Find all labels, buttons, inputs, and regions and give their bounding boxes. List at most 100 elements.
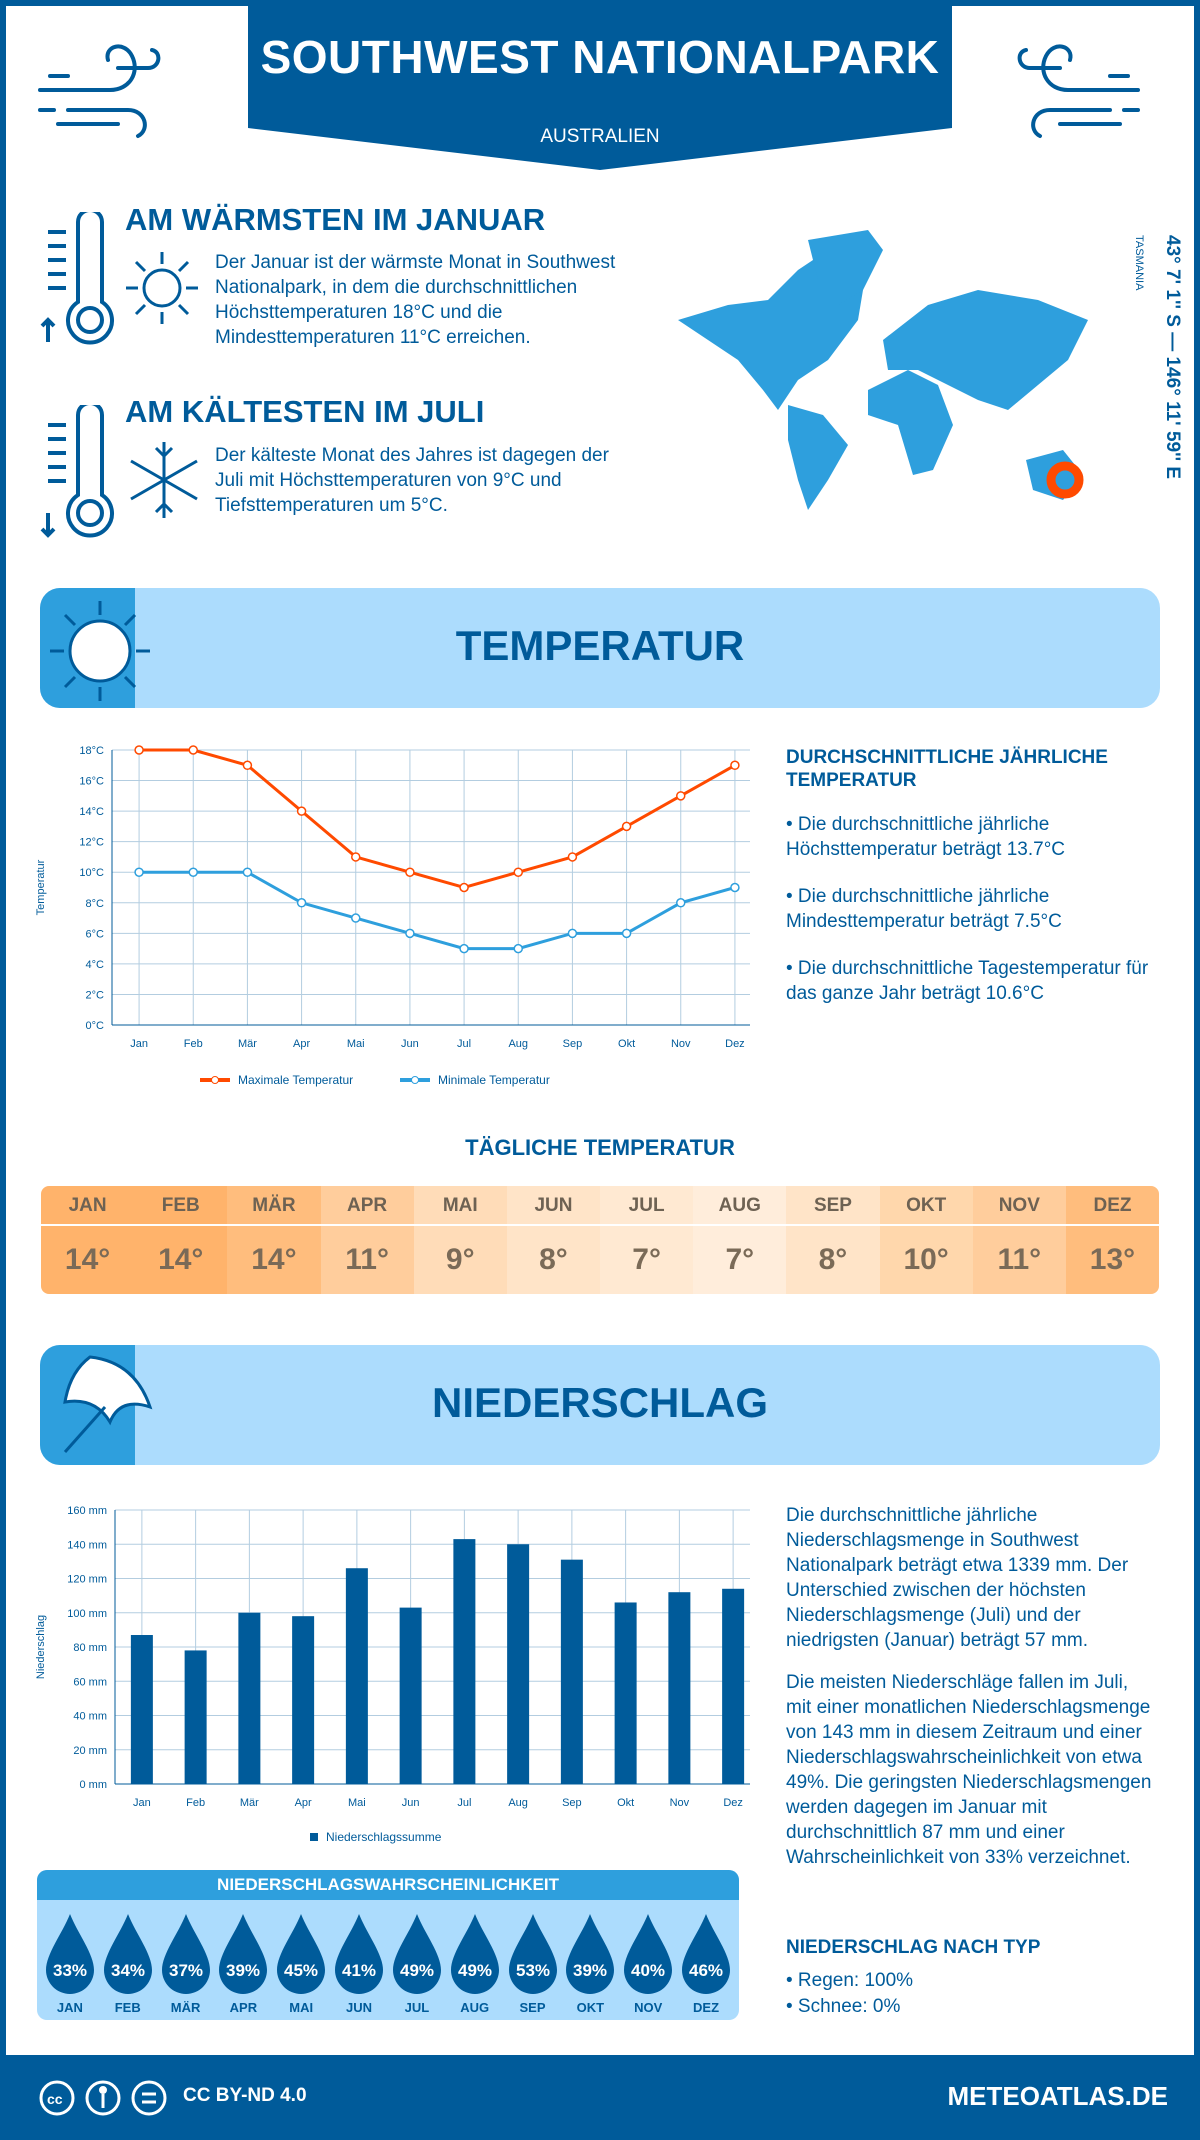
x-tick-label: Feb — [186, 1797, 205, 1809]
y-tick-label: 40 mm — [73, 1711, 107, 1723]
precip-type-rain: • Regen: 100% — [786, 1970, 914, 1991]
y-tick-label: 2°C — [86, 989, 105, 1001]
daily-temp-cell: NOV 11° — [972, 1186, 1066, 1294]
x-tick-label: Jun — [402, 1797, 420, 1809]
x-tick-label: Nov — [671, 1038, 691, 1050]
bar — [722, 1588, 745, 1784]
probability-value: 53% — [516, 1961, 550, 1980]
month-label: JAN — [41, 1186, 135, 1226]
bar — [614, 1602, 637, 1784]
bar — [292, 1616, 315, 1784]
raindrop-icon: 49% — [392, 1914, 441, 1994]
bar — [668, 1592, 691, 1784]
probability-value: 49% — [400, 1961, 434, 1980]
probability-drop: 45% MAI — [273, 1912, 329, 2015]
brand-link[interactable]: METEOATLAS.DE — [947, 2081, 1168, 2111]
data-point — [296, 898, 307, 908]
month-label: JUL — [404, 2000, 430, 2015]
page-title: SOUTHWEST NATIONALPARK — [260, 31, 940, 83]
daily-temp-cell: MÄR 14° — [227, 1186, 321, 1294]
bar — [399, 1607, 422, 1784]
daily-temperature-table: JAN 14° FEB 14° MÄR 14° APR 11° MAI 9° JUN 8° JUL 7° A… — [41, 1186, 1159, 1294]
daily-temp-cell: FEB 14° — [134, 1186, 228, 1294]
warm-text: Der Januar ist der wärmste Monat in Sout… — [215, 252, 616, 348]
month-label: DEZ — [693, 2000, 720, 2015]
legend-label: Maximale Temperatur — [238, 1073, 353, 1087]
data-point — [621, 821, 632, 832]
precipitation-chart: 0 mm 20 mm 40 mm 60 mm 80 mm 100 mm 120 mm 140 … — [35, 1505, 750, 1844]
precip-text-2: Die meisten Niederschläge fallen im Juli… — [786, 1672, 1152, 1868]
country-label: AUSTRALIEN — [540, 126, 660, 147]
x-tick-label: Mai — [347, 1038, 365, 1050]
month-label: NOV — [972, 1186, 1066, 1226]
month-label: APR — [229, 2000, 258, 2015]
probability-drop: 34% FEB — [100, 1912, 156, 2015]
temp-value: 14° — [64, 1243, 111, 1276]
bar — [507, 1544, 530, 1784]
bar — [453, 1539, 476, 1784]
temp-value: 10° — [903, 1243, 949, 1276]
x-tick-label: Dez — [725, 1038, 745, 1050]
probability-drop: 41% JUN — [331, 1912, 387, 2015]
precip-probability-title: NIEDERSCHLAGSWAHRSCHEINLICHKEIT — [37, 1870, 739, 1900]
cold-text: Der kälteste Monat des Jahres ist dagege… — [215, 445, 609, 516]
precip-probability-panel: NIEDERSCHLAGSWAHRSCHEINLICHKEIT 33% JAN 34… — [37, 1870, 739, 2020]
y-tick-label: 60 mm — [73, 1676, 107, 1688]
month-label: JUN — [346, 2000, 373, 2015]
warm-title: AM WÄRMSTEN IM JANUAR — [125, 202, 546, 237]
month-label: MÄR — [227, 1186, 321, 1226]
y-tick-label: 0 mm — [80, 1779, 108, 1791]
raindrop-icon: 46% — [682, 1914, 731, 1994]
bar — [560, 1559, 583, 1784]
precipitation-banner: NIEDERSCHLAG — [40, 1345, 1160, 1465]
precip-text-1: Die durchschnittliche jährliche Niedersc… — [786, 1505, 1129, 1651]
temperature-chart: 0°C 2°C 4°C 6°C 8°C 10°C 12°C 14°C 16°C 18°C Jan Fe… — [35, 745, 750, 1087]
data-point — [459, 943, 469, 954]
coordinates: 43° 7' 1'' S — 146° 11' 59'' E — [1162, 235, 1183, 480]
temp-value: 11° — [345, 1243, 389, 1276]
x-tick-label: Nov — [670, 1797, 690, 1809]
location-marker-icon — [1046, 461, 1084, 499]
snowflake-icon — [130, 442, 198, 518]
daily-temp-cell: APR 11° — [320, 1186, 414, 1294]
x-tick-label: Okt — [617, 1797, 634, 1809]
probability-value: 37% — [169, 1961, 203, 1980]
daily-temp-cell: JAN 14° — [41, 1186, 135, 1294]
x-tick-label: Mär — [238, 1038, 257, 1050]
temp-value: 7° — [725, 1243, 755, 1276]
daily-temp-cell: AUG 7° — [693, 1186, 787, 1294]
legend-label: Minimale Temperatur — [438, 1073, 550, 1087]
y-tick-label: 8°C — [86, 898, 105, 910]
month-label: MÄR — [170, 2000, 201, 2015]
sun-icon — [50, 601, 150, 701]
series-line — [139, 748, 736, 890]
x-tick-label: Mär — [240, 1797, 259, 1809]
thermometer-warm-icon — [40, 212, 114, 345]
month-label: JAN — [56, 2000, 83, 2015]
series-line — [139, 870, 736, 951]
data-point — [405, 928, 415, 939]
daily-temp-cell: JUN 8° — [506, 1186, 601, 1294]
probability-value: 49% — [458, 1961, 492, 1980]
x-tick-label: Jul — [457, 1797, 471, 1809]
data-point — [730, 760, 740, 771]
x-tick-label: Feb — [184, 1038, 203, 1050]
legend-swatch — [310, 1833, 318, 1841]
probability-value: 39% — [226, 1961, 260, 1980]
month-label: SEP — [786, 1186, 880, 1226]
umbrella-icon — [63, 1355, 153, 1453]
probability-value: 39% — [573, 1961, 607, 1980]
daily-temp-cell: SEP 8° — [786, 1186, 880, 1294]
precip-type-title: NIEDERSCHLAG NACH TYP — [786, 1937, 1041, 1958]
month-label: MAI — [413, 1186, 507, 1226]
y-tick-label: 160 mm — [67, 1505, 107, 1517]
probability-drop: 49% JUL — [389, 1912, 445, 2015]
x-tick-label: Jul — [457, 1038, 471, 1050]
data-point — [676, 898, 686, 908]
temp-value: 9° — [445, 1243, 475, 1276]
raindrop-icon: 33% — [45, 1914, 94, 1994]
region-label: TASMANIA — [1133, 235, 1145, 291]
month-label: SEP — [519, 2000, 546, 2015]
x-tick-label: Jan — [133, 1797, 151, 1809]
data-point — [351, 913, 361, 923]
